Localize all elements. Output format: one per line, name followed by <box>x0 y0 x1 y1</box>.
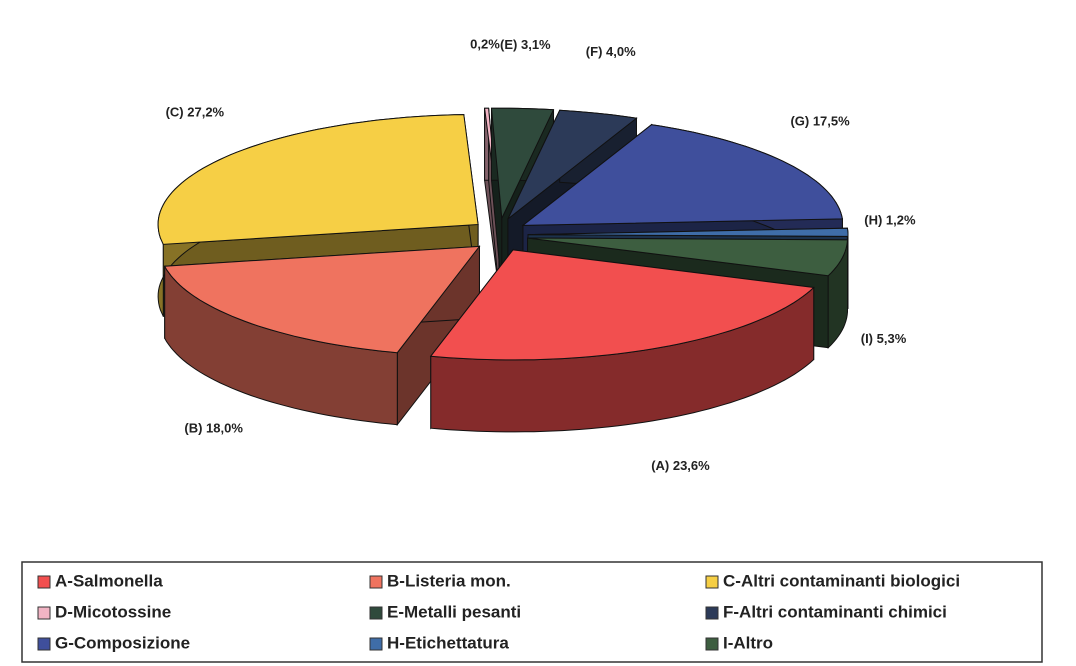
legend-swatch <box>37 606 51 620</box>
slice <box>527 237 849 277</box>
legend-swatch <box>369 575 383 589</box>
data-label: (A) 23,6% <box>651 458 710 473</box>
data-label: 0,2% <box>470 37 500 52</box>
legend-swatch <box>37 575 51 589</box>
legend-label: A-Salmonella <box>55 571 163 590</box>
pie <box>157 107 849 433</box>
legend-label: B-Listeria mon. <box>387 571 511 590</box>
legend-label: I-Altro <box>723 633 773 652</box>
legend-swatch <box>37 637 51 651</box>
legend-label: H-Etichettatura <box>387 633 509 652</box>
legend-swatch <box>705 575 719 589</box>
data-label: (F) 4,0% <box>586 44 636 59</box>
data-label: (H) 1,2% <box>864 213 916 228</box>
slice <box>490 107 555 221</box>
data-label: (I) 5,3% <box>861 331 907 346</box>
data-label: (E) 3,1% <box>500 37 551 52</box>
slice <box>507 109 638 220</box>
slice <box>163 245 481 354</box>
slice <box>527 227 849 237</box>
slice <box>521 124 844 226</box>
legend-swatch <box>705 606 719 620</box>
slice <box>157 114 479 245</box>
legend-label: F-Altri contaminanti chimici <box>723 602 947 621</box>
legend-label: G-Composizione <box>55 633 190 652</box>
data-label: (G) 17,5% <box>790 114 850 129</box>
legend-swatch <box>705 637 719 651</box>
legend-box <box>21 561 1043 663</box>
legend-label: D-Micotossine <box>55 602 171 621</box>
slice <box>429 249 815 361</box>
legend-label: C-Altri contaminanti biologici <box>723 571 960 590</box>
data-label: (B) 18,0% <box>184 421 243 436</box>
legend-swatch <box>369 637 383 651</box>
legend-label: E-Metalli pesanti <box>387 602 521 621</box>
legend-swatch <box>369 606 383 620</box>
data-label: (C) 27,2% <box>166 104 225 119</box>
